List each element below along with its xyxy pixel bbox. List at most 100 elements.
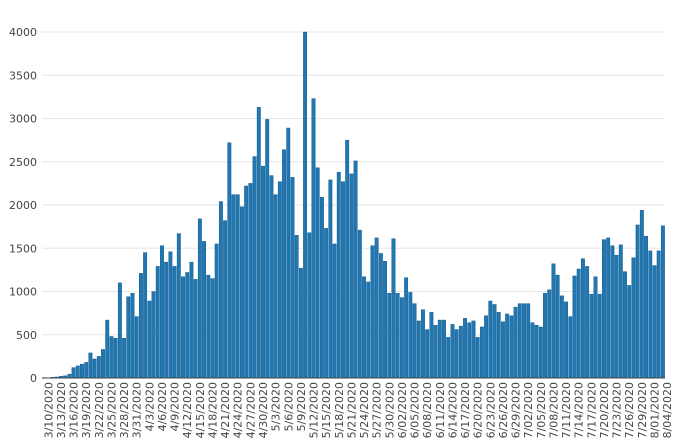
bar [513,306,518,379]
bar [660,225,665,379]
bar [277,181,282,379]
bar [176,233,181,379]
bar [517,303,522,379]
bar [202,241,206,379]
x-tick-label: 5/9/2020 [295,382,308,431]
x-tick-label: 8/01/2020 [648,382,661,438]
bar [235,194,240,379]
bar [391,238,396,379]
bar [138,273,143,379]
bar [602,239,606,379]
x-tick-label: 7/29/2020 [636,382,649,438]
bar [206,274,211,379]
x-tick-label: 7/08/2020 [547,382,560,438]
bar [387,293,392,379]
y-tick-label: 3500 [9,69,37,82]
bar [126,296,131,379]
bar [404,277,409,379]
bar [522,303,526,379]
bar [395,293,400,379]
bar [155,266,160,379]
bar [366,281,371,379]
y-tick-label: 3000 [9,113,37,126]
bar [75,365,80,379]
bar [639,209,644,379]
bar [635,224,640,379]
bar [412,303,417,379]
x-tick-label: 3/31/2020 [131,382,144,438]
bar [311,98,316,379]
bar [568,316,573,379]
y-tick-label: 500 [16,329,37,342]
bar [349,173,354,379]
bar [463,318,467,379]
bar [244,185,249,379]
bar [223,220,228,379]
x-tick-label: 4/3/2020 [143,382,156,431]
x-tick-label: 3/28/2020 [118,382,131,438]
bar [471,320,476,379]
bar [467,322,472,379]
x-tick-label: 4/9/2020 [169,382,182,431]
bar [122,338,127,379]
x-tick-label: 5/18/2020 [333,382,346,438]
bar [134,316,139,379]
bar [320,197,324,379]
bar [559,295,564,379]
bar [290,177,295,379]
x-tick-label: 5/30/2020 [383,382,396,438]
bar [589,293,594,379]
bar [357,229,362,379]
x-tick-label: 3/16/2020 [68,382,81,438]
x-tick-label: 4/6/2020 [156,382,169,431]
bar [610,245,615,379]
bar [399,297,404,379]
bar [580,258,585,379]
bar [488,300,493,379]
bar [454,329,459,379]
bar [88,352,93,379]
bar [282,149,286,379]
y-tick-label: 0 [30,372,37,385]
bar [265,119,270,379]
bar [71,367,76,379]
bar [80,363,84,379]
x-tick-label: 8/04/2020 [661,382,674,438]
bar [231,194,236,379]
bar [67,373,72,379]
bar [606,237,611,379]
bar [96,356,101,379]
x-tick-label: 6/20/2020 [472,382,485,438]
x-tick-label: 4/24/2020 [232,382,245,438]
x-tick-label: 3/22/2020 [93,382,106,438]
x-tick-label: 7/17/2020 [585,382,598,438]
bar [172,266,177,379]
bar [644,235,648,379]
bar [252,156,257,379]
bar [227,142,232,379]
bar [614,254,619,379]
bar [315,167,320,379]
x-tick-label: 7/05/2020 [535,382,548,438]
bar [551,263,556,379]
bar [151,291,156,379]
bar [656,250,661,379]
bar [458,325,463,379]
x-tick-label: 5/6/2020 [282,382,295,431]
bar [576,268,581,379]
bar [547,289,552,379]
bar [505,313,510,379]
bar [117,282,122,379]
bar [555,274,560,379]
bar [526,303,531,379]
bar [475,337,480,379]
bar [534,325,539,379]
bar [328,179,333,379]
bar [286,127,291,379]
bar [164,261,169,379]
x-tick-label: 5/15/2020 [320,382,333,438]
bar [294,235,299,379]
x-tick-label: 4/12/2020 [181,382,194,438]
x-tick-label: 3/13/2020 [55,382,68,438]
